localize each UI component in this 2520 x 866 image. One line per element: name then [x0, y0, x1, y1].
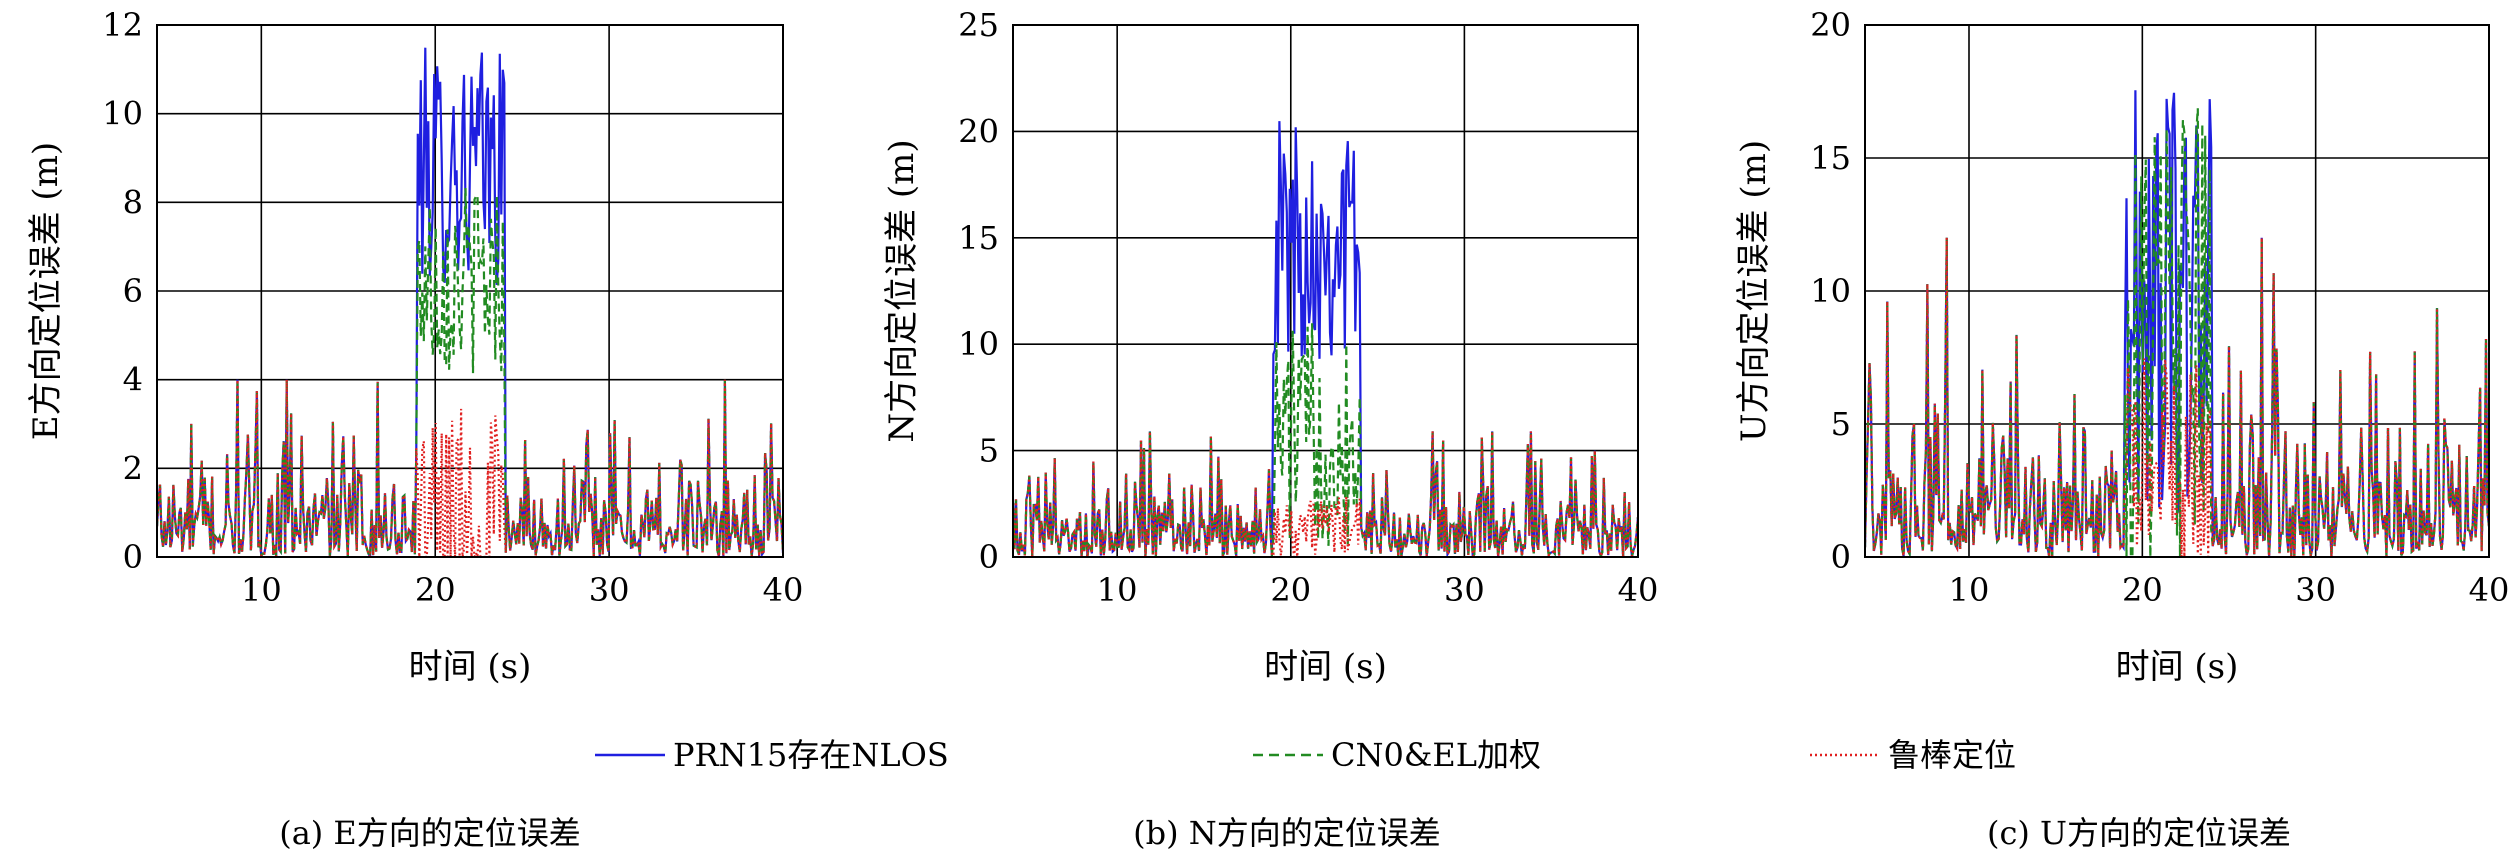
series-line-2: [1865, 108, 2489, 557]
y-tick-label: 0: [979, 538, 999, 576]
y-tick-label: 20: [1810, 6, 1851, 44]
y-tick-label: 15: [958, 219, 999, 257]
plot-frame: [1012, 24, 1639, 558]
legend-label-cn0el: CN0&EL加权: [1331, 736, 1541, 774]
x-tick-label: 40: [1618, 571, 1659, 609]
y-tick-label: 20: [958, 112, 999, 150]
x-tick-label: 40: [2469, 571, 2510, 609]
legend-item-cn0el: CN0&EL加权: [1253, 736, 1541, 774]
x-tick-label: 10: [1097, 571, 1138, 609]
plot-frame: [1864, 24, 2490, 558]
y-tick-label: 5: [979, 432, 999, 470]
y-tick-label: 8: [123, 183, 143, 221]
x-tick-label: 10: [241, 571, 282, 609]
x-tick-label: 20: [415, 571, 456, 609]
y-axis-label: N方向定位误差 (m): [882, 139, 922, 442]
y-axis-label: E方向定位误差 (m): [26, 142, 66, 440]
x-tick-label: 30: [2295, 571, 2336, 609]
y-tick-label: 6: [123, 272, 143, 310]
x-tick-label: 20: [1270, 571, 1311, 609]
caption-b: (b) N方向的定位误差: [1133, 814, 1441, 852]
series-line-1: [157, 47, 783, 557]
legend-item-prn15: PRN15存在NLOS: [595, 736, 949, 774]
chart-panels: 10 20 30 40 0 2 4 6 8 10 12 时间 (s) E方向定位误差 (m) 10 20 30…: [26, 6, 2509, 687]
legend-item-robust: 鲁棒定位: [1810, 736, 2016, 774]
legend-label-robust: 鲁棒定位: [1888, 736, 2016, 774]
caption-a: (a) E方向的定位误差: [279, 814, 581, 852]
y-tick-label: 25: [958, 6, 999, 44]
y-tick-label: 4: [123, 361, 143, 399]
x-tick-label: 30: [589, 571, 630, 609]
x-axis-label: 时间 (s): [409, 647, 532, 687]
x-tick-label: 10: [1949, 571, 1990, 609]
y-tick-label: 0: [123, 538, 143, 576]
x-tick-label: 20: [2122, 571, 2163, 609]
series-line-3: [157, 379, 783, 557]
y-tick-label: 10: [958, 325, 999, 363]
legend: PRN15存在NLOS CN0&EL加权 鲁棒定位: [595, 736, 2016, 774]
legend-label-prn15: PRN15存在NLOS: [673, 736, 949, 774]
y-tick-label: 10: [102, 95, 143, 133]
y-axis-label: U方向定位误差 (m): [1734, 140, 1774, 442]
x-tick-label: 30: [1444, 571, 1485, 609]
x-tick-label: 40: [763, 571, 804, 609]
y-tick-label: 15: [1810, 139, 1851, 177]
plot-frame: [156, 24, 784, 558]
chart-panel-2: 10 20 30 40 0 5 10 15 20 25 时间 (s) N方向定位误差 (m): [882, 6, 1658, 687]
y-tick-label: 0: [1831, 538, 1851, 576]
caption-c: (c) U方向的定位误差: [1987, 814, 2291, 852]
x-axis-label: 时间 (s): [2116, 647, 2239, 687]
y-tick-label: 5: [1831, 405, 1851, 443]
chart-panel-3: 10 20 30 40 0 5 10 15 20 时间 (s) U方向定位误差 (m): [1734, 6, 2509, 687]
series-line-2: [1013, 323, 1638, 557]
chart-panel-1: 10 20 30 40 0 2 4 6 8 10 12 时间 (s) E方向定位误差 (m): [26, 6, 803, 687]
y-tick-label: 10: [1810, 272, 1851, 310]
x-axis-label: 时间 (s): [1264, 647, 1387, 687]
y-tick-label: 2: [123, 449, 143, 487]
y-tick-label: 12: [102, 6, 143, 44]
